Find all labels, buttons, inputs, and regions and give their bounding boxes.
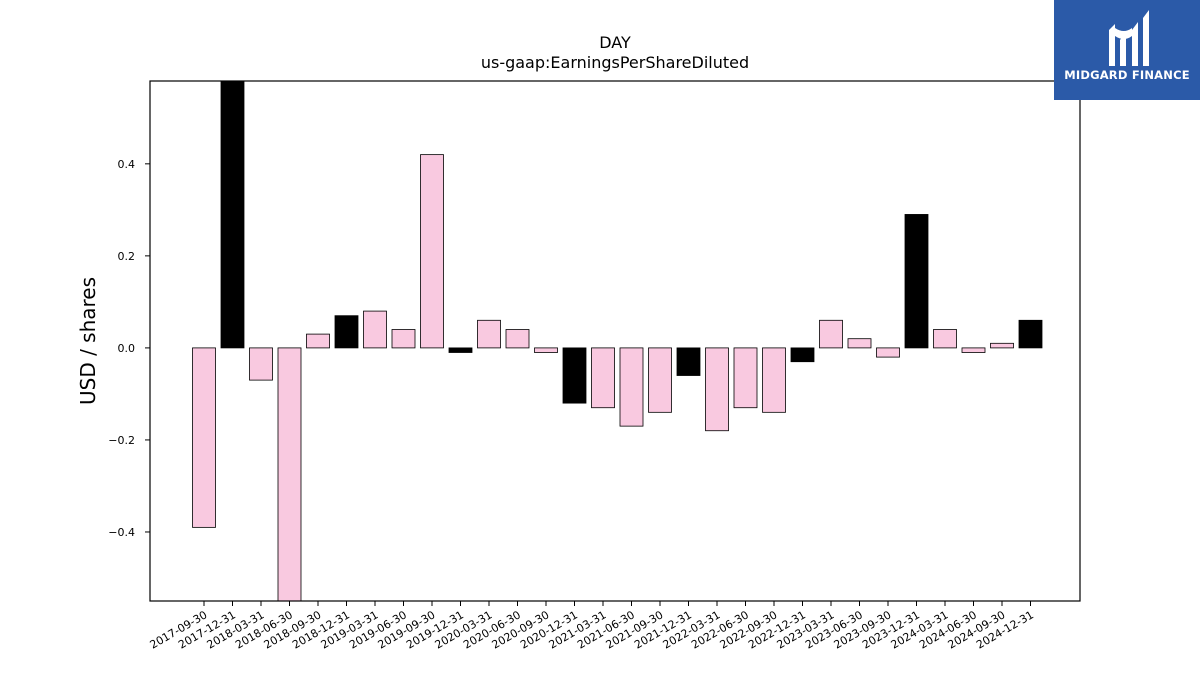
bar [961,347,986,353]
bar [705,347,729,432]
bar [762,347,786,413]
bar [676,347,701,376]
y-tick-label: 0.0 [118,342,136,355]
midgard-finance-logo: MIDGARD FINANCE [1054,0,1200,100]
bar [990,342,1014,349]
bar [1018,319,1043,349]
bar [534,347,558,353]
plot-frame [149,80,1081,602]
bar [391,329,416,349]
bar [733,347,758,409]
bar [363,310,387,349]
bar [790,347,815,363]
bar [904,214,929,349]
chart-title: DAY [599,33,631,52]
bar [847,338,872,349]
bar [648,347,672,413]
bars-group [192,81,1043,601]
bar [933,329,957,349]
bar [420,154,444,349]
bar [619,347,644,427]
midgard-m-icon [1109,10,1149,66]
bar [505,329,530,349]
bar [334,315,359,349]
bar [562,347,587,404]
bar [819,319,843,349]
bar [277,347,302,601]
bar [876,347,900,358]
y-tick-label: 0.4 [118,158,136,171]
y-tick-label: 0.2 [118,250,136,263]
bar [591,347,615,409]
logo-text: MIDGARD FINANCE [1064,68,1190,82]
bar [249,347,273,381]
y-tick-label: −0.4 [108,526,135,539]
bar [306,333,330,349]
bar [477,319,501,349]
y-axis-label: USD / shares [76,277,100,405]
bar [448,347,473,353]
chart-subtitle: us-gaap:EarningsPerShareDiluted [481,53,749,72]
bar [192,347,216,528]
y-tick-label: −0.2 [108,434,135,447]
bar [220,81,245,349]
